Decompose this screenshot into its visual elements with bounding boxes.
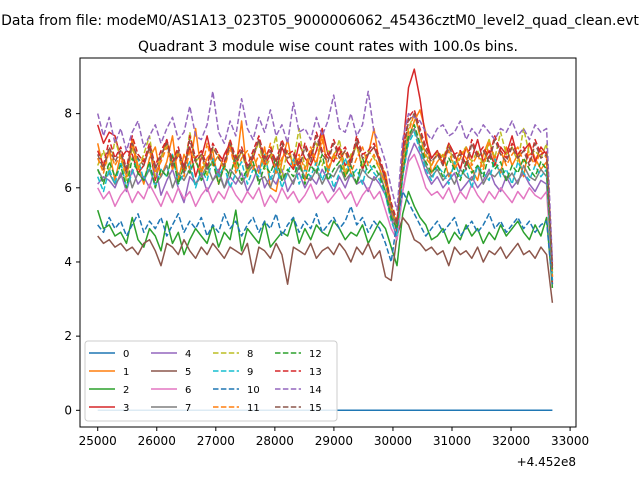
x-axis: 25000 26000 27000 28000 29000 30000 31000 32000…	[79, 427, 589, 448]
x-tick-label: 33000	[551, 434, 589, 448]
legend-label: 9	[247, 367, 253, 378]
legend-frame	[84, 340, 338, 422]
legend-label: 12	[309, 349, 322, 360]
legend-label: 5	[185, 367, 191, 378]
legend-label: 3	[123, 403, 129, 414]
y-tick-label: 4	[64, 255, 72, 269]
series-line-6	[97, 153, 554, 277]
series-line-10	[97, 190, 554, 285]
x-tick-label: 32000	[492, 434, 530, 448]
legend-label: 0	[123, 349, 129, 360]
y-tick-label: 2	[64, 329, 72, 343]
legend-label: 8	[247, 349, 253, 360]
x-tick-label: 25000	[79, 434, 117, 448]
series-line-5	[97, 216, 554, 303]
legend-label: 1	[123, 367, 129, 378]
legend-label: 2	[123, 385, 129, 396]
series-line-13	[97, 109, 554, 266]
x-tick-label: 28000	[256, 434, 294, 448]
figure-suptitle: Data from file: modeM0/AS1A13_023T05_900…	[1, 13, 639, 29]
y-tick-label: 8	[64, 107, 72, 121]
legend-label: 14	[309, 385, 322, 396]
legend-label: 7	[185, 403, 191, 414]
x-tick-label: 29000	[315, 434, 353, 448]
x-tick-label: 30000	[374, 434, 412, 448]
y-axis: 0 2 4 6 8	[64, 107, 80, 417]
series-line-1	[96, 109, 554, 277]
plot-area: 25000 26000 27000 28000 29000 30000 31000 32000…	[64, 57, 589, 469]
legend-label: 15	[309, 403, 322, 414]
legend-label: 4	[185, 349, 191, 360]
x-tick-label: 26000	[138, 434, 176, 448]
y-tick-label: 6	[64, 181, 72, 195]
legend-label: 11	[247, 403, 260, 414]
legend-label: 10	[247, 385, 260, 396]
x-offset-label: +4.452e8	[517, 455, 576, 469]
chart-title: Quadrant 3 module wise count rates with …	[138, 39, 518, 55]
legend-label: 13	[309, 367, 322, 378]
series-line-15	[97, 112, 554, 270]
series-layer	[96, 68, 554, 412]
legend-label: 6	[185, 385, 191, 396]
x-tick-label: 31000	[433, 434, 471, 448]
axes-frame	[79, 57, 577, 428]
x-tick-label: 27000	[197, 434, 235, 448]
series-line-4	[97, 142, 554, 281]
y-tick-label: 0	[64, 403, 72, 417]
series-line-14	[96, 90, 554, 263]
